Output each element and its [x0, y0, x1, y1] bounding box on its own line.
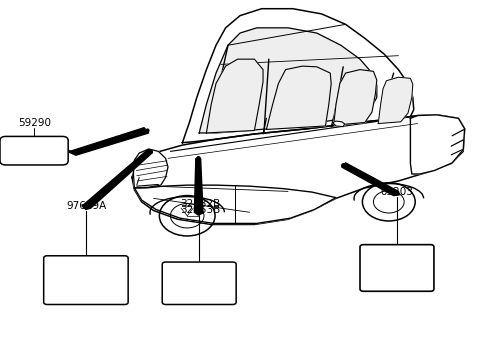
Polygon shape: [182, 9, 414, 143]
Polygon shape: [342, 163, 399, 196]
Text: 32453B: 32453B: [180, 205, 220, 215]
Text: 59290: 59290: [19, 118, 51, 128]
Polygon shape: [82, 150, 153, 209]
Polygon shape: [206, 59, 263, 133]
Polygon shape: [63, 128, 149, 155]
FancyBboxPatch shape: [162, 262, 236, 304]
Polygon shape: [134, 185, 336, 223]
Polygon shape: [199, 28, 377, 133]
Text: 97699A: 97699A: [66, 201, 107, 211]
FancyBboxPatch shape: [44, 256, 128, 304]
Polygon shape: [334, 70, 377, 125]
Polygon shape: [333, 121, 345, 127]
Polygon shape: [266, 66, 331, 129]
Polygon shape: [133, 149, 168, 188]
Text: 32432B: 32432B: [180, 199, 220, 209]
FancyBboxPatch shape: [0, 136, 68, 165]
Text: 05203: 05203: [381, 187, 413, 197]
Polygon shape: [410, 115, 465, 174]
Polygon shape: [132, 115, 465, 224]
Polygon shape: [194, 158, 203, 215]
FancyBboxPatch shape: [360, 245, 434, 291]
Polygon shape: [378, 77, 413, 124]
